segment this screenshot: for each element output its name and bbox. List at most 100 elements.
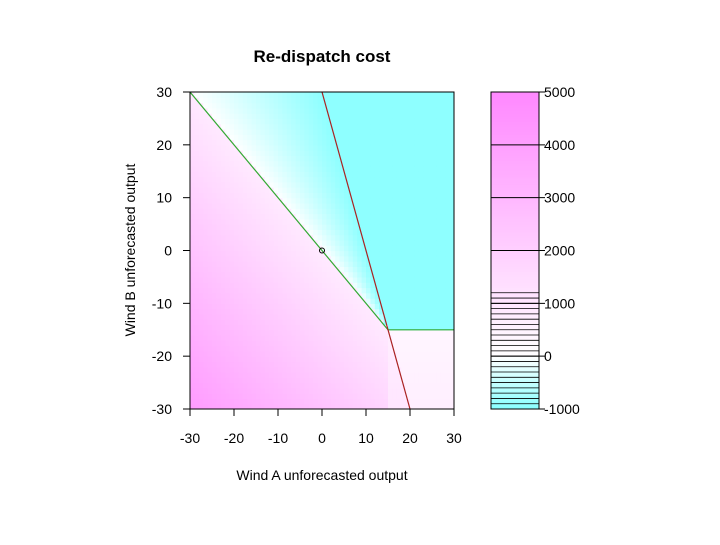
heatmap-cell <box>198 218 204 225</box>
heatmap-cell <box>238 118 244 125</box>
heatmap-cell <box>291 139 297 146</box>
heatmap-cell <box>216 150 222 156</box>
heatmap-cell <box>396 271 402 278</box>
heatmap-cell <box>238 197 244 204</box>
heatmap-cell <box>427 308 433 315</box>
heatmap-cell <box>291 92 297 98</box>
heatmap-cell <box>418 150 424 156</box>
heatmap-cell <box>264 165 270 172</box>
heatmap-cell <box>449 144 454 151</box>
heatmap-cell <box>366 224 371 230</box>
heatmap-cell <box>335 218 341 225</box>
heatmap-cell <box>256 224 261 230</box>
heatmap-cell <box>264 139 270 146</box>
heatmap-cell <box>229 261 235 267</box>
heatmap-cell <box>449 245 454 252</box>
heatmap-cell <box>374 97 380 104</box>
heatmap-cell <box>366 197 371 204</box>
heatmap-cell <box>256 340 261 347</box>
heatmap-cell <box>220 97 226 104</box>
heatmap-cell <box>216 202 222 209</box>
heatmap-cell <box>300 144 305 151</box>
heatmap-cell <box>317 303 323 310</box>
heatmap-cell <box>374 197 380 204</box>
heatmap-cell <box>357 139 363 146</box>
colorbar-swatch <box>491 387 539 392</box>
heatmap-cell <box>423 308 429 315</box>
heatmap-cell <box>449 292 454 299</box>
heatmap-cell <box>361 155 367 162</box>
heatmap-cell <box>414 361 420 368</box>
heatmap-cell <box>203 165 209 172</box>
heatmap-cell <box>436 202 442 209</box>
heatmap-cell <box>269 239 275 246</box>
heatmap-cell <box>357 313 363 320</box>
heatmap-cell <box>238 139 244 146</box>
heatmap-cell <box>418 171 424 178</box>
heatmap-cell <box>212 128 217 135</box>
heatmap-cell <box>330 229 336 236</box>
heatmap-cell <box>313 308 319 315</box>
heatmap-cell <box>322 377 327 384</box>
heatmap-cell <box>383 107 389 114</box>
heatmap-cell <box>198 313 204 320</box>
heatmap-cell <box>410 218 415 225</box>
heatmap-cell <box>286 287 292 294</box>
heatmap-cell <box>410 144 415 151</box>
heatmap-cell <box>238 255 244 262</box>
heatmap-cell <box>401 171 407 178</box>
heatmap-cell <box>414 197 420 204</box>
heatmap-cell <box>344 255 349 262</box>
heatmap-cell <box>361 171 367 178</box>
heatmap-cell <box>291 107 297 114</box>
heatmap-cell <box>401 102 407 109</box>
heatmap-cell <box>286 202 292 209</box>
heatmap-cell <box>432 250 437 257</box>
x-tick-label: -10 <box>268 430 288 446</box>
heatmap-cell <box>445 255 451 262</box>
heatmap-cell <box>436 271 442 278</box>
heatmap-cell <box>423 403 429 409</box>
heatmap-cell <box>216 398 222 405</box>
heatmap-cell <box>339 218 345 225</box>
heatmap-cell <box>247 350 253 357</box>
heatmap-cell <box>357 250 363 257</box>
heatmap-cell <box>212 176 217 183</box>
heatmap-cell <box>247 165 253 172</box>
heatmap-cell <box>295 239 301 246</box>
heatmap-cell <box>388 123 393 130</box>
heatmap-cell <box>229 350 235 357</box>
heatmap-cell <box>203 234 209 241</box>
heatmap-cell <box>247 197 253 204</box>
heatmap-cell <box>247 271 253 278</box>
colorbar-swatch <box>491 110 539 114</box>
heatmap-cell <box>357 181 363 188</box>
heatmap-cell <box>414 187 420 193</box>
heatmap-cell <box>273 165 279 172</box>
heatmap-cell <box>432 202 437 209</box>
heatmap-cell <box>357 387 363 394</box>
heatmap-cell <box>388 366 393 373</box>
heatmap-cell <box>203 250 209 257</box>
heatmap-cell <box>216 345 222 352</box>
heatmap-cell <box>436 261 442 267</box>
heatmap-cell <box>308 319 314 326</box>
heatmap-cell <box>313 361 319 368</box>
heatmap-cell <box>326 329 332 336</box>
heatmap-cell <box>282 324 288 331</box>
heatmap-cell <box>427 102 433 109</box>
heatmap-cell <box>220 160 226 167</box>
heatmap-cell <box>317 377 323 384</box>
heatmap-cell <box>370 361 376 368</box>
heatmap-cell <box>392 366 398 373</box>
heatmap-cell <box>344 324 349 331</box>
heatmap-cell <box>295 266 301 273</box>
heatmap-cell <box>220 261 226 267</box>
heatmap-cell <box>432 113 437 120</box>
heatmap-cell <box>322 398 327 405</box>
heatmap-cell <box>260 366 266 373</box>
heatmap-cell <box>260 181 266 188</box>
colorbar-swatch <box>491 398 539 402</box>
heatmap-cell <box>383 224 389 230</box>
